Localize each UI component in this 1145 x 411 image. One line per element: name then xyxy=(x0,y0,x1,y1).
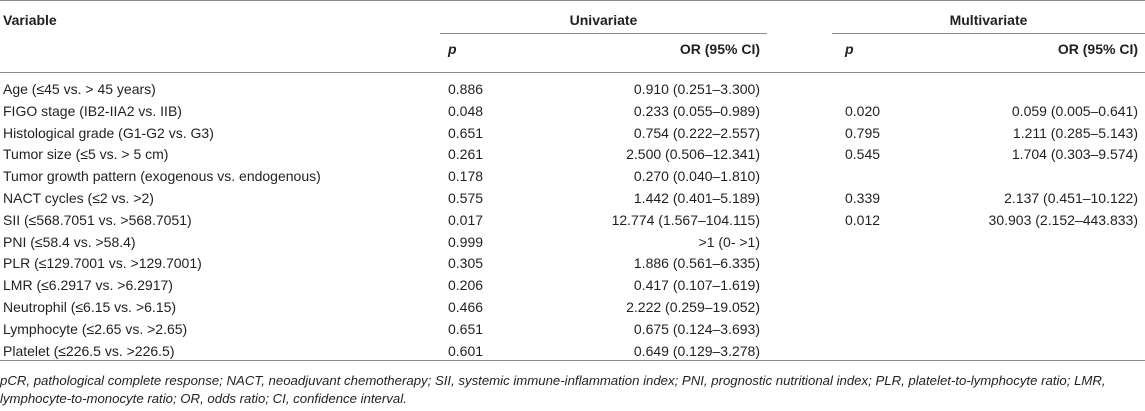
cell-multi-p: 0.545 xyxy=(845,146,881,162)
header-multi-or: OR (95% CI) xyxy=(1057,41,1138,57)
cell-uni-or: 1.886 (0.561–6.335) xyxy=(633,255,760,271)
cell-multi-or: 1.211 (0.285–5.143) xyxy=(1012,125,1138,141)
cell-uni-p: 0.999 xyxy=(448,234,484,250)
top-rule xyxy=(0,0,1145,1)
cell-uni-p: 0.017 xyxy=(448,212,484,228)
header-variable: Variable xyxy=(3,12,57,28)
table-footnote: pCR, pathological complete response; NAC… xyxy=(0,373,1106,406)
cell-uni-p: 0.601 xyxy=(448,343,484,359)
cell-multi-or: 30.903 (2.152–443.833) xyxy=(988,212,1138,228)
cell-uni-p: 0.651 xyxy=(448,321,484,337)
cell-uni-or: 0.675 (0.124–3.693) xyxy=(633,321,760,337)
cell-variable: FIGO stage (IB2-IIA2 vs. IIB) xyxy=(3,103,182,119)
cell-uni-p: 0.178 xyxy=(448,168,484,184)
cell-uni-or: >1 (0- >1) xyxy=(698,234,760,250)
cell-uni-p: 0.575 xyxy=(448,190,484,206)
cell-variable: Age (≤45 vs. > 45 years) xyxy=(3,81,156,97)
cell-variable: Tumor growth pattern (exogenous vs. endo… xyxy=(3,168,321,184)
cell-uni-or: 0.649 (0.129–3.278) xyxy=(633,343,760,359)
cell-uni-p: 0.261 xyxy=(448,146,484,162)
cell-uni-p: 0.305 xyxy=(448,255,484,271)
cell-uni-p: 0.886 xyxy=(448,81,484,97)
cell-uni-or: 2.500 (0.506–12.341) xyxy=(626,146,760,162)
cell-uni-or: 0.910 (0.251–3.300) xyxy=(633,81,760,97)
cell-uni-p: 0.651 xyxy=(448,125,484,141)
cell-uni-or: 0.754 (0.222–2.557) xyxy=(633,125,760,141)
cell-variable: Histological grade (G1-G2 vs. G3) xyxy=(3,125,214,141)
cell-multi-p: 0.012 xyxy=(845,212,881,228)
cell-uni-or: 1.442 (0.401–5.189) xyxy=(633,190,760,206)
cell-uni-p: 0.048 xyxy=(448,103,484,119)
cell-multi-or: 1.704 (0.303–9.574) xyxy=(1011,146,1138,162)
header-multivariate: Multivariate xyxy=(949,12,1028,28)
bottom-rule xyxy=(0,360,1145,361)
cell-variable: NACT cycles (≤2 vs. >2) xyxy=(3,190,154,206)
cell-multi-or: 2.137 (0.451–10.122) xyxy=(1004,190,1138,206)
cell-uni-or: 0.270 (0.040–1.810) xyxy=(633,168,760,184)
cell-variable: PLR (≤129.7001 vs. >129.7001) xyxy=(3,255,202,271)
header-rule xyxy=(0,72,1145,73)
cell-multi-p: 0.339 xyxy=(845,190,881,206)
cell-variable: SII (≤568.7051 vs. >568.7051) xyxy=(3,212,192,228)
header-multi-p: p xyxy=(845,41,854,57)
cell-multi-p: 0.020 xyxy=(845,103,881,119)
cell-uni-p: 0.206 xyxy=(448,277,484,293)
cell-uni-p: 0.466 xyxy=(448,299,484,315)
cell-variable: LMR (≤6.2917 vs. >6.2917) xyxy=(3,277,173,293)
header-uni-p: p xyxy=(448,41,457,57)
univariate-rule xyxy=(440,33,767,34)
multivariate-rule xyxy=(832,33,1145,34)
cell-variable: PNI (≤58.4 vs. >58.4) xyxy=(3,234,136,250)
cell-uni-or: 0.417 (0.107–1.619) xyxy=(633,277,760,293)
cell-variable: Platelet (≤226.5 vs. >226.5) xyxy=(3,343,175,359)
cell-uni-or: 2.222 (0.259–19.052) xyxy=(626,299,760,315)
cell-variable: Tumor size (≤5 vs. > 5 cm) xyxy=(3,146,169,162)
cell-variable: Neutrophil (≤6.15 vs. >6.15) xyxy=(3,299,177,315)
cell-variable: Lymphocyte (≤2.65 vs. >2.65) xyxy=(3,321,188,337)
cell-uni-or: 12.774 (1.567–104.115) xyxy=(611,212,760,228)
header-uni-or: OR (95% CI) xyxy=(679,41,760,57)
cell-uni-or: 0.233 (0.055–0.989) xyxy=(633,103,760,119)
cell-multi-p: 0.795 xyxy=(845,125,881,141)
cell-multi-or: 0.059 (0.005–0.641) xyxy=(1011,103,1138,119)
header-univariate: Univariate xyxy=(569,12,638,28)
